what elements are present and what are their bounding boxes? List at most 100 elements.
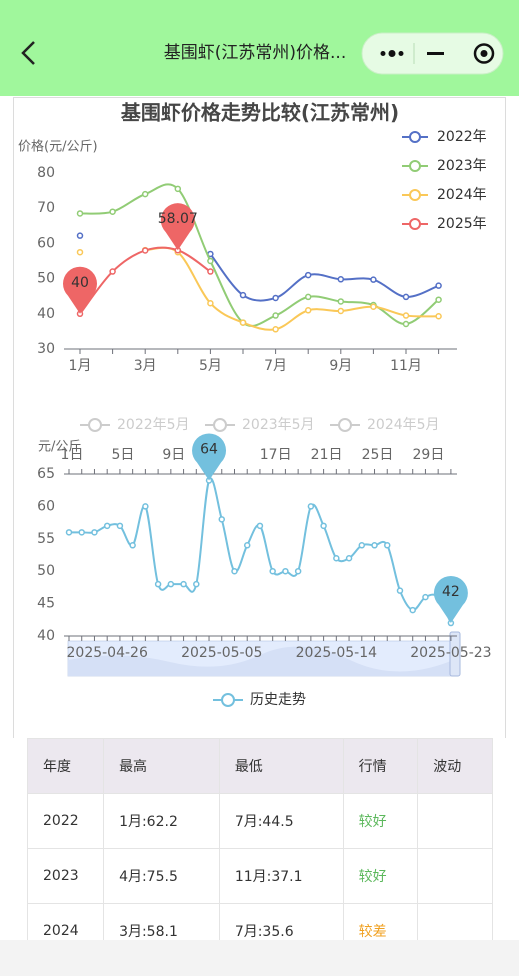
series-point xyxy=(307,503,315,510)
series-point xyxy=(370,303,377,311)
chart-title: 基围虾价格走势比较(江苏常州) xyxy=(121,101,399,125)
x-tick-label: 5月 xyxy=(199,358,222,374)
x-tick-label: 1月 xyxy=(69,358,92,374)
zoom-window xyxy=(68,641,455,676)
series-point xyxy=(141,247,149,254)
series-point xyxy=(272,294,279,302)
series-point xyxy=(207,299,214,307)
series-point xyxy=(142,503,149,510)
legend-label: 2022年5月 xyxy=(117,417,190,433)
table-cell: 2022 xyxy=(27,793,105,849)
legend-symbol xyxy=(221,693,235,707)
top-tick-label: 5日 xyxy=(111,447,134,463)
series-point xyxy=(91,529,98,536)
series-point xyxy=(154,580,162,588)
series-point xyxy=(304,307,312,314)
zoom-handle[interactable] xyxy=(449,631,461,677)
y-tick-label: 70 xyxy=(37,200,55,216)
x-tick-label: 9月 xyxy=(329,358,352,374)
legend-label: 2023年 xyxy=(437,158,487,174)
legend-symbol xyxy=(409,160,421,172)
table-cell: 1月:62.2 xyxy=(103,793,220,849)
series-point xyxy=(243,542,251,549)
series-point xyxy=(207,268,214,275)
mark-pin xyxy=(62,266,97,314)
table-cell: 2023 xyxy=(27,848,105,904)
screen: 基围虾(江苏常州)价格... 基围虾价格走势比较(江苏常州) 价格(元/公斤) 30… xyxy=(0,0,519,738)
header-cell: 最低 xyxy=(218,738,344,794)
y-tick-label: 40 xyxy=(37,628,55,644)
x-tick-label: 11月 xyxy=(390,358,422,374)
series-point xyxy=(76,248,84,256)
legend-symbol xyxy=(338,418,352,432)
series-point xyxy=(384,542,391,549)
series-point xyxy=(256,522,264,530)
card xyxy=(13,97,506,738)
legend-symbol xyxy=(213,418,227,432)
y-tick-label: 60 xyxy=(37,498,55,514)
x-tick-label: 7月 xyxy=(264,358,287,374)
top-tick-label: 29日 xyxy=(413,447,445,463)
top-tick-label: 9日 xyxy=(162,447,185,463)
series-point xyxy=(167,580,175,588)
legend-symbol xyxy=(409,218,421,230)
series-point xyxy=(141,190,149,198)
series-point xyxy=(409,606,416,614)
series-point xyxy=(282,567,289,575)
summary-table: 年度 最高 最低 行情 波动 2022 1月:62.2 7月:44.5 较好 2023 4月:75.… xyxy=(27,738,493,940)
y-tick-label: 55 xyxy=(37,531,55,547)
series-point xyxy=(337,307,345,315)
y-tick-label: 40 xyxy=(37,306,55,322)
back-button[interactable] xyxy=(21,41,35,65)
zoom-shadow xyxy=(68,646,458,676)
table-cell xyxy=(417,848,493,904)
series-point xyxy=(435,282,442,289)
header-row: 年度 最高 最低 行情 波动 xyxy=(27,738,493,794)
y-tick-label: 50 xyxy=(37,563,55,579)
series-point xyxy=(180,580,187,588)
series-point xyxy=(272,312,279,319)
series-point xyxy=(218,516,226,523)
header-title: 基围虾(江苏常州)价格... xyxy=(164,43,346,63)
bottom-bar xyxy=(0,940,519,976)
series-point xyxy=(370,276,377,283)
series-point xyxy=(103,522,111,530)
series-point xyxy=(304,293,312,301)
series-point xyxy=(396,587,404,594)
series-point xyxy=(109,208,116,215)
series-point xyxy=(304,271,312,279)
series-line xyxy=(145,246,439,331)
x-tick-label: 2025-05-23 xyxy=(410,645,491,661)
series-point xyxy=(207,257,214,265)
x-tick-label: 2025-05-14 xyxy=(296,645,377,661)
series-point xyxy=(320,522,327,530)
x-tick-label: 2025-04-26 xyxy=(67,645,148,661)
series-point xyxy=(337,298,345,305)
table-cell: 7月:35.6 xyxy=(218,903,344,940)
header-cell: 年度 xyxy=(27,738,105,794)
table-row: 2023 4月:75.5 11月:37.1 较好 xyxy=(27,848,493,904)
mark-pin xyxy=(160,203,195,251)
series-point xyxy=(435,313,442,320)
more-button[interactable] xyxy=(380,50,404,57)
y-axis-label: 元/公斤 xyxy=(38,440,81,455)
x-tick-label: 3月 xyxy=(134,358,157,374)
header-cell: 行情 xyxy=(342,738,419,794)
series-point xyxy=(435,296,442,303)
table-cell: 4月:75.5 xyxy=(103,848,220,904)
table-cell xyxy=(417,793,493,849)
legend-label: 2024年5月 xyxy=(367,417,440,433)
y-tick-label: 80 xyxy=(37,165,55,181)
close-button[interactable] xyxy=(473,43,495,64)
y-tick-label: 60 xyxy=(37,235,55,251)
table-cell: 3月:58.1 xyxy=(103,903,220,940)
legend-label: 2022年 xyxy=(437,129,487,145)
series-point xyxy=(333,554,340,562)
series-point xyxy=(116,522,124,530)
table-cell: 2024 xyxy=(27,903,105,940)
series-point xyxy=(345,554,353,562)
minimize-button[interactable] xyxy=(427,52,444,55)
series-point xyxy=(337,276,345,283)
series-point xyxy=(402,312,410,319)
